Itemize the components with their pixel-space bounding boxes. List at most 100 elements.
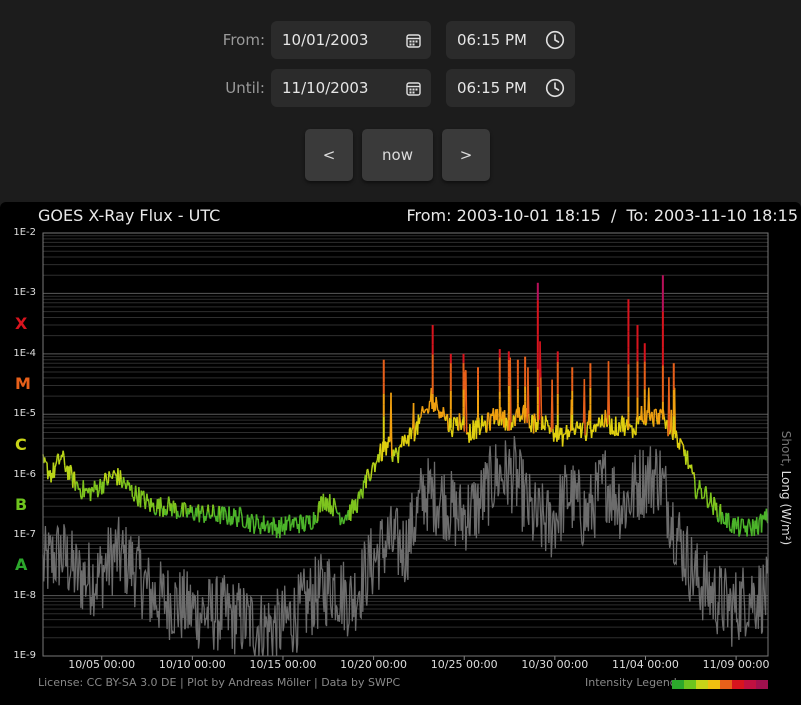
from-time-field[interactable]: 06:15 PM	[446, 21, 575, 59]
series-long-segment	[259, 523, 263, 535]
series-long-segment	[612, 430, 615, 434]
series-long-segment	[138, 487, 141, 501]
series-long-segment	[453, 416, 456, 419]
calendar-icon[interactable]	[406, 81, 421, 96]
series-long-segment	[245, 521, 248, 528]
from-row: From: 10/01/2003 06:15 PM	[221, 21, 575, 59]
series-long-segment	[423, 411, 426, 414]
series-long-segment	[698, 480, 702, 489]
y-tick-label: 1E-9	[13, 650, 36, 661]
y-tick-label: 1E-7	[13, 529, 36, 541]
next-button[interactable]: >	[442, 129, 490, 181]
series-long-segment	[466, 432, 469, 435]
series-long-segment	[241, 516, 244, 527]
series-long-segment	[401, 435, 404, 438]
series-long-segment	[114, 473, 118, 477]
series-long-segment	[712, 497, 715, 515]
series-long-segment	[91, 487, 94, 492]
series-long-segment	[339, 522, 342, 526]
series-long-segment	[335, 509, 338, 514]
series-long-segment	[738, 533, 741, 537]
series-long-segment	[251, 516, 254, 521]
until-row: Until: 11/10/2003 06:15 PM	[221, 69, 575, 107]
series-long-segment	[482, 421, 486, 427]
series-long-segment	[469, 424, 472, 441]
series-long-segment	[242, 525, 245, 528]
series-long-segment	[734, 517, 737, 522]
from-date-field[interactable]: 10/01/2003	[271, 21, 431, 59]
clock-icon[interactable]	[545, 78, 565, 98]
series-long-segment	[374, 463, 377, 473]
series-long-segment	[519, 418, 522, 422]
series-long-segment	[79, 488, 82, 498]
series-long-segment	[93, 480, 97, 487]
series-long-segment	[757, 519, 760, 535]
until-date-field[interactable]: 11/10/2003	[271, 69, 431, 107]
series-long-segment	[485, 431, 488, 433]
legend-swatch	[684, 680, 696, 689]
series-long-segment	[108, 471, 111, 475]
series-long-segment	[708, 501, 711, 504]
xray-flux-chart[interactable]	[0, 202, 801, 705]
series-long-segment	[267, 520, 270, 533]
series-long-segment	[345, 513, 349, 521]
series-long-segment	[649, 413, 652, 421]
legend-swatch	[756, 680, 768, 689]
series-long-segment	[367, 472, 370, 479]
series-long-segment	[655, 408, 658, 420]
series-long-segment	[219, 513, 222, 525]
series-long-segment	[290, 523, 293, 526]
series-long-segment	[262, 515, 266, 532]
series-long-segment	[141, 491, 144, 496]
series-long-segment	[249, 519, 252, 533]
series-long-segment	[652, 409, 656, 427]
x-tick-label: 10/05 00:00	[68, 658, 136, 671]
series-long-segment	[581, 422, 584, 432]
series-long-segment	[113, 470, 116, 474]
series-long-segment	[602, 425, 605, 428]
series-long-segment	[365, 471, 368, 489]
flare-class-label: A	[15, 555, 28, 575]
series-long-segment	[182, 502, 185, 517]
series-long-segment	[668, 377, 671, 435]
series-long-segment	[765, 508, 768, 522]
series-long-segment	[196, 507, 199, 517]
series-long-segment	[119, 470, 122, 480]
flare-class-label: C	[15, 434, 27, 454]
series-long-segment	[640, 406, 644, 422]
series-long-segment	[695, 494, 698, 500]
series-long-segment	[557, 436, 561, 440]
series-long-segment	[651, 411, 654, 422]
series-long-segment	[443, 412, 446, 420]
prev-button[interactable]: <	[305, 129, 353, 181]
clock-icon[interactable]	[545, 30, 565, 50]
series-long-segment	[580, 431, 583, 439]
series-long-segment	[451, 429, 454, 438]
series-long-segment	[319, 496, 322, 513]
until-time-value: 06:15 PM	[457, 79, 527, 97]
series-long-segment	[271, 517, 275, 535]
calendar-icon[interactable]	[406, 33, 421, 48]
series-long-segment	[702, 496, 705, 499]
series-long-segment	[334, 505, 337, 510]
series-long-segment	[147, 499, 151, 507]
series-long-segment	[679, 438, 682, 441]
series-long-segment	[378, 451, 381, 463]
series-long-segment	[295, 517, 298, 524]
now-button[interactable]: now	[362, 129, 433, 181]
series-long-segment	[481, 415, 484, 427]
series-long-segment	[490, 413, 493, 416]
series-long-segment	[222, 506, 225, 521]
series-long-segment	[310, 528, 313, 531]
series-long-segment	[644, 422, 648, 426]
series-long-segment	[749, 526, 752, 532]
until-time-field[interactable]: 06:15 PM	[446, 69, 575, 107]
series-long-segment	[420, 411, 423, 418]
series-long-segment	[592, 424, 595, 433]
series-long-segment	[696, 488, 699, 495]
series-long-segment	[685, 456, 688, 465]
series-long-segment	[159, 497, 163, 508]
series-long-segment	[89, 488, 93, 502]
x-tick-label: 10/15 00:00	[249, 658, 317, 671]
series-long-segment	[478, 430, 482, 436]
